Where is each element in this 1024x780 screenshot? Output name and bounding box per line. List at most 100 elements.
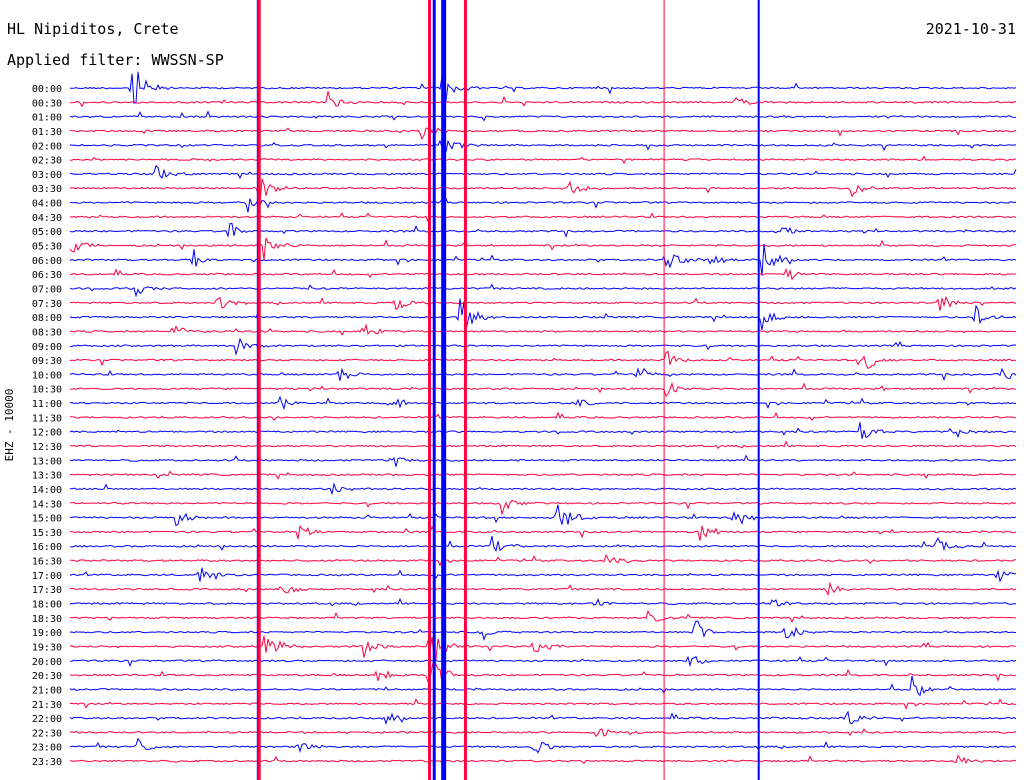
row-time-label: 14:30 xyxy=(32,499,62,510)
row-time-label: 22:00 xyxy=(32,714,62,725)
trace-row xyxy=(69,126,1017,140)
trace-row xyxy=(69,350,1017,370)
row-time-label: 15:30 xyxy=(32,528,62,539)
row-time-label: 13:30 xyxy=(32,471,62,482)
row-time-label: 06:30 xyxy=(32,270,62,281)
row-time-label: 01:30 xyxy=(32,127,62,138)
trace-row xyxy=(69,139,1017,153)
trace-row xyxy=(69,635,1017,661)
row-time-label: 07:30 xyxy=(32,299,62,310)
trace-row xyxy=(69,395,1017,411)
trace-row xyxy=(69,597,1017,607)
row-time-label: 19:00 xyxy=(32,628,62,639)
trace-row xyxy=(70,499,1017,516)
trace-row xyxy=(69,657,1017,684)
row-time-label: 08:00 xyxy=(32,313,62,324)
row-time-label: 11:00 xyxy=(32,399,62,410)
trace-row xyxy=(69,295,1017,311)
row-time-label: 17:00 xyxy=(32,571,62,582)
trace-row xyxy=(69,164,1017,180)
trace-row xyxy=(69,567,1017,583)
trace-row xyxy=(70,581,1017,597)
trace-row xyxy=(69,267,1017,281)
trace-row xyxy=(70,482,1017,496)
row-time-label: 02:00 xyxy=(32,141,62,152)
row-time-label: 00:30 xyxy=(32,98,62,109)
row-time-label: 05:00 xyxy=(32,227,62,238)
trace-row xyxy=(70,91,1017,108)
trace-row xyxy=(69,728,1017,738)
row-time-label: 21:00 xyxy=(32,685,62,696)
row-time-label: 17:30 xyxy=(32,585,62,596)
trace-row xyxy=(69,298,1017,330)
filter-label: Applied filter: WWSSN-SP xyxy=(7,51,224,69)
trace-row xyxy=(69,525,1017,541)
row-time-label: 04:30 xyxy=(32,213,62,224)
row-time-label: 15:00 xyxy=(32,514,62,525)
row-time-label: 01:00 xyxy=(32,113,62,124)
trace-row xyxy=(69,470,1017,480)
row-time-label: 00:00 xyxy=(32,84,62,95)
trace-row xyxy=(69,212,1017,223)
trace-row xyxy=(69,440,1017,450)
trace-row xyxy=(69,283,1017,298)
row-time-label: 06:00 xyxy=(32,256,62,267)
row-time-label: 14:00 xyxy=(32,485,62,496)
trace-row xyxy=(69,620,1017,642)
row-time-label: 18:30 xyxy=(32,614,62,625)
row-time-label: 08:30 xyxy=(32,327,62,338)
row-time-label: 13:00 xyxy=(32,456,62,467)
trace-row xyxy=(69,535,1017,553)
trace-row xyxy=(70,553,1017,567)
trace-row xyxy=(69,504,1017,527)
trace-row xyxy=(69,337,1016,357)
trace-row xyxy=(69,655,1017,668)
trace-row xyxy=(69,197,1017,213)
row-time-label: 20:30 xyxy=(32,671,62,682)
trace-row xyxy=(69,710,1017,726)
row-time-label: 22:30 xyxy=(32,728,62,739)
trace-row xyxy=(69,454,1017,467)
row-time-label: 12:30 xyxy=(32,442,62,453)
trace-row xyxy=(69,381,1017,398)
row-time-label: 20:00 xyxy=(32,657,62,668)
trace-row xyxy=(69,244,1017,276)
trace-row xyxy=(69,422,1017,439)
trace-row xyxy=(69,754,1017,765)
trace-row xyxy=(70,71,1017,104)
row-time-label: 18:00 xyxy=(32,600,62,611)
trace-row xyxy=(69,609,1017,624)
trace-row xyxy=(69,411,1017,422)
row-time-label: 11:30 xyxy=(32,413,62,424)
row-time-label: 16:00 xyxy=(32,542,62,553)
row-time-label: 12:00 xyxy=(32,428,62,439)
trace-row xyxy=(69,323,1017,336)
row-time-label: 10:30 xyxy=(32,385,62,396)
row-time-label: 03:00 xyxy=(32,170,62,181)
row-time-label: 19:30 xyxy=(32,642,62,653)
row-time-label: 10:00 xyxy=(32,370,62,381)
trace-row xyxy=(69,237,1017,260)
row-time-label: 09:30 xyxy=(32,356,62,367)
row-time-label: 04:00 xyxy=(32,199,62,210)
row-time-label: 09:00 xyxy=(32,342,62,353)
trace-row xyxy=(69,178,1017,203)
trace-row xyxy=(69,110,1017,122)
record-date: 2021-10-31 xyxy=(925,20,1016,38)
trace-row xyxy=(69,367,1017,382)
row-time-label: 03:30 xyxy=(32,184,62,195)
trace-row xyxy=(69,737,1017,754)
station-title: HL Nipiditos, Crete xyxy=(7,20,179,38)
trace-row xyxy=(69,222,1017,238)
row-time-label: 23:00 xyxy=(32,743,62,754)
trace-row xyxy=(69,698,1017,710)
row-time-label: 07:00 xyxy=(32,284,62,295)
row-time-label: 05:30 xyxy=(32,242,62,253)
trace-row xyxy=(69,675,1017,697)
row-time-label: 23:30 xyxy=(32,757,62,768)
row-time-label: 16:30 xyxy=(32,557,62,568)
row-time-label: 21:30 xyxy=(32,700,62,711)
row-time-label: 02:30 xyxy=(32,156,62,167)
trace-row xyxy=(69,155,1017,165)
